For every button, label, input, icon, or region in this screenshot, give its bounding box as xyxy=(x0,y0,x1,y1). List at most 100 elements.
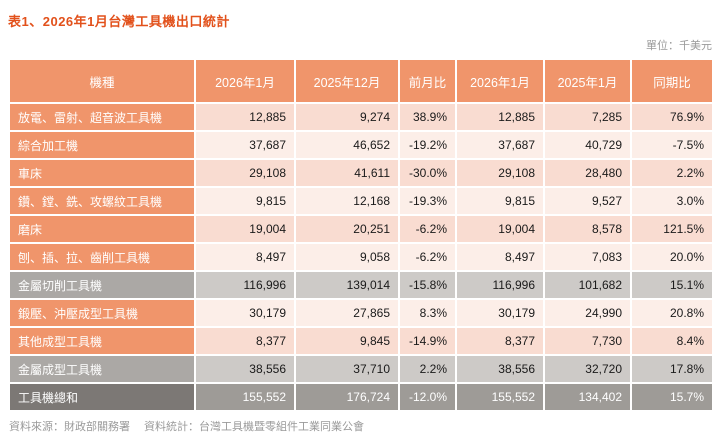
row-label: 其他成型工具機 xyxy=(8,326,196,356)
row-value: 116,996 xyxy=(194,270,296,300)
row-value: 29,108 xyxy=(455,158,545,188)
row-value: 9,274 xyxy=(294,102,400,132)
row-value: 8.3% xyxy=(398,298,457,328)
column-header-1: 2026年1月 xyxy=(194,58,296,104)
row-value: 17.8% xyxy=(630,354,714,384)
column-header-6: 同期比 xyxy=(630,58,714,104)
row-value: 15.7% xyxy=(630,382,714,412)
row-value: 9,845 xyxy=(294,326,400,356)
row-value: 9,815 xyxy=(194,186,296,216)
table-body: 放電、雷射、超音波工具機 12,885 9,274 38.9% 12,885 7,285 7… xyxy=(8,102,714,412)
row-value: 121.5% xyxy=(630,214,714,244)
table-row: 刨、插、拉、齒削工具機 8,497 9,058 -6.2% 8,497 7,083 20.0… xyxy=(8,242,714,272)
row-value: 29,108 xyxy=(194,158,296,188)
row-value: 8,497 xyxy=(455,242,545,272)
table-row: 金屬成型工具機 38,556 37,710 2.2% 38,556 32,720 17.8% xyxy=(8,354,714,384)
table-header-row: 機種 2026年1月 2025年12月 前月比 2026年1月 2025年1月 同期比 xyxy=(8,58,714,104)
row-value: 8,377 xyxy=(455,326,545,356)
column-header-0: 機種 xyxy=(8,58,196,104)
row-value: 155,552 xyxy=(194,382,296,412)
column-header-2: 2025年12月 xyxy=(294,58,400,104)
row-value: -6.2% xyxy=(398,242,457,272)
row-value: 20.0% xyxy=(630,242,714,272)
row-value: -14.9% xyxy=(398,326,457,356)
row-value: 37,710 xyxy=(294,354,400,384)
table-header: 機種 2026年1月 2025年12月 前月比 2026年1月 2025年1月 同期比 xyxy=(8,58,714,104)
row-value: 8,578 xyxy=(543,214,632,244)
data-stats-note: 資料統計：台灣工具機暨零組件工業同業公會 xyxy=(144,421,364,433)
table-row: 鍛壓、沖壓成型工具機 30,179 27,865 8.3% 30,179 24,990 20… xyxy=(8,298,714,328)
row-value: 46,652 xyxy=(294,130,400,160)
row-value: -7.5% xyxy=(630,130,714,160)
row-value: 2.2% xyxy=(398,354,457,384)
row-value: -15.8% xyxy=(398,270,457,300)
row-value: 7,083 xyxy=(543,242,632,272)
row-label: 刨、插、拉、齒削工具機 xyxy=(8,242,196,272)
row-value: 12,885 xyxy=(455,102,545,132)
table-row: 鑽、鏜、銑、攻螺紋工具機 9,815 12,168 -19.3% 9,815 9,527 3… xyxy=(8,186,714,216)
row-value: 24,990 xyxy=(543,298,632,328)
row-value: 12,885 xyxy=(194,102,296,132)
table-row: 其他成型工具機 8,377 9,845 -14.9% 8,377 7,730 8.4% xyxy=(8,326,714,356)
table-row: 金屬切削工具機 116,996 139,014 -15.8% 116,996 101,68… xyxy=(8,270,714,300)
table-row: 磨床 19,004 20,251 -6.2% 19,004 8,578 121.5% xyxy=(8,214,714,244)
column-header-5: 2025年1月 xyxy=(543,58,632,104)
row-value: -12.0% xyxy=(398,382,457,412)
row-value: 8,497 xyxy=(194,242,296,272)
row-value: 3.0% xyxy=(630,186,714,216)
row-value: 40,729 xyxy=(543,130,632,160)
table-row: 綜合加工機 37,687 46,652 -19.2% 37,687 40,729 -7.5% xyxy=(8,130,714,160)
table-footnote: 資料來源：財政部關務署 資料統計：台灣工具機暨零組件工業同業公會 xyxy=(8,418,712,434)
row-value: -19.2% xyxy=(398,130,457,160)
row-label: 金屬成型工具機 xyxy=(8,354,196,384)
data-source-note: 資料來源：財政部關務署 xyxy=(9,421,130,433)
row-value: 37,687 xyxy=(455,130,545,160)
row-value: 27,865 xyxy=(294,298,400,328)
row-value: 41,611 xyxy=(294,158,400,188)
row-value: 101,682 xyxy=(543,270,632,300)
row-value: 8,377 xyxy=(194,326,296,356)
row-value: 30,179 xyxy=(194,298,296,328)
row-label: 磨床 xyxy=(8,214,196,244)
table-row: 車床 29,108 41,611 -30.0% 29,108 28,480 2.2% xyxy=(8,158,714,188)
row-label: 鑽、鏜、銑、攻螺紋工具機 xyxy=(8,186,196,216)
row-value: 9,527 xyxy=(543,186,632,216)
row-value: 38,556 xyxy=(455,354,545,384)
row-value: 9,815 xyxy=(455,186,545,216)
row-label: 車床 xyxy=(8,158,196,188)
row-value: 7,285 xyxy=(543,102,632,132)
row-value: 20.8% xyxy=(630,298,714,328)
row-label: 鍛壓、沖壓成型工具機 xyxy=(8,298,196,328)
row-value: 76.9% xyxy=(630,102,714,132)
row-value: 32,720 xyxy=(543,354,632,384)
row-value: 8.4% xyxy=(630,326,714,356)
row-label: 工具機總和 xyxy=(8,382,196,412)
row-value: 7,730 xyxy=(543,326,632,356)
row-value: 19,004 xyxy=(194,214,296,244)
row-value: 30,179 xyxy=(455,298,545,328)
row-value: 134,402 xyxy=(543,382,632,412)
row-value: 176,724 xyxy=(294,382,400,412)
column-header-4: 2026年1月 xyxy=(455,58,545,104)
row-value: 19,004 xyxy=(455,214,545,244)
table-row: 放電、雷射、超音波工具機 12,885 9,274 38.9% 12,885 7,285 7… xyxy=(8,102,714,132)
row-label: 綜合加工機 xyxy=(8,130,196,160)
export-statistics-table: 機種 2026年1月 2025年12月 前月比 2026年1月 2025年1月 同期比 放電… xyxy=(8,58,714,412)
row-value: 38.9% xyxy=(398,102,457,132)
row-value: 37,687 xyxy=(194,130,296,160)
row-value: -30.0% xyxy=(398,158,457,188)
page-title: 表1、2026年1月台灣工具機出口統計 xyxy=(8,14,230,29)
row-value: 38,556 xyxy=(194,354,296,384)
row-label: 放電、雷射、超音波工具機 xyxy=(8,102,196,132)
row-label: 金屬切削工具機 xyxy=(8,270,196,300)
row-value: -19.3% xyxy=(398,186,457,216)
row-value: 20,251 xyxy=(294,214,400,244)
row-value: 139,014 xyxy=(294,270,400,300)
row-value: -6.2% xyxy=(398,214,457,244)
unit-note: 單位：千美元 xyxy=(646,40,712,52)
row-value: 9,058 xyxy=(294,242,400,272)
row-value: 155,552 xyxy=(455,382,545,412)
table-row: 工具機總和 155,552 176,724 -12.0% 155,552 134,402 1… xyxy=(8,382,714,412)
row-value: 15.1% xyxy=(630,270,714,300)
